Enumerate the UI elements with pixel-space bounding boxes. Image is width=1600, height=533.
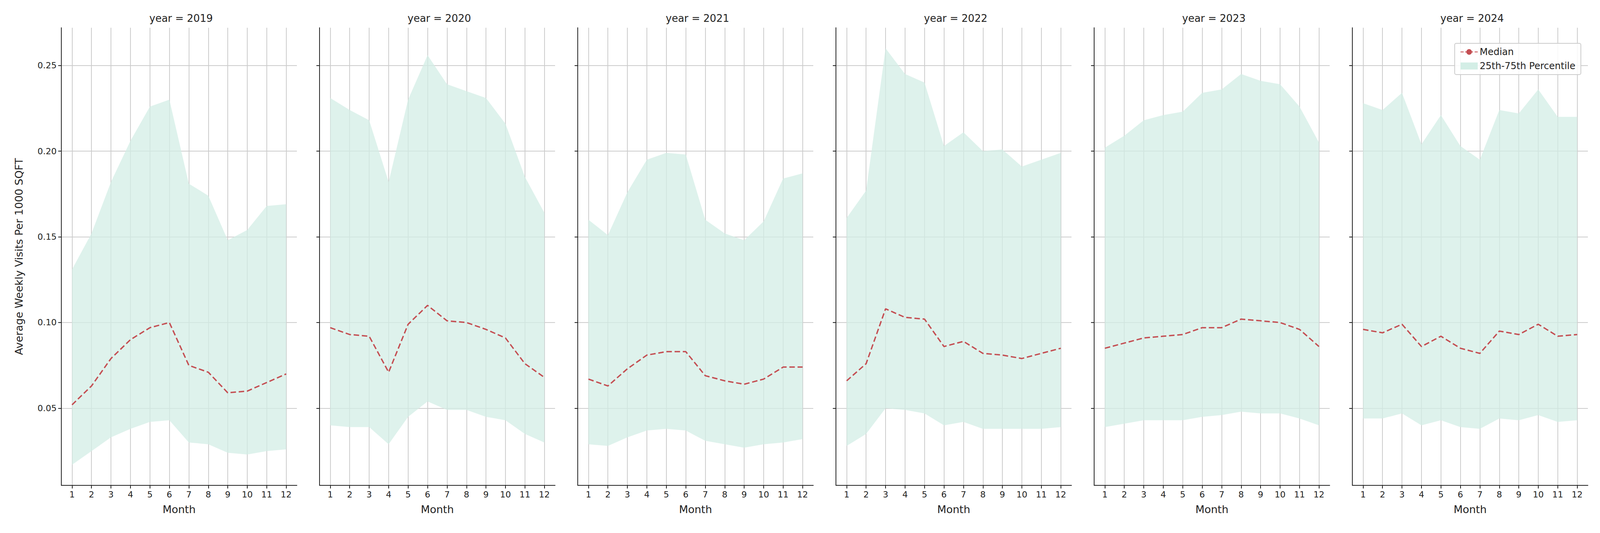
svg-text:8: 8 xyxy=(205,489,211,500)
svg-text:6: 6 xyxy=(941,489,947,500)
svg-text:2: 2 xyxy=(605,489,611,500)
svg-text:Median: Median xyxy=(1479,46,1514,58)
svg-text:3: 3 xyxy=(882,489,889,500)
svg-text:12: 12 xyxy=(1313,489,1325,500)
svg-text:7: 7 xyxy=(1218,489,1225,500)
svg-text:25th-75th Percentile: 25th-75th Percentile xyxy=(1479,60,1576,72)
svg-text:Month: Month xyxy=(1453,503,1487,516)
svg-text:6: 6 xyxy=(1457,489,1464,500)
svg-text:2: 2 xyxy=(1121,489,1127,500)
svg-text:10: 10 xyxy=(758,489,770,500)
svg-text:9: 9 xyxy=(1516,489,1522,500)
svg-text:0.10: 0.10 xyxy=(37,317,57,328)
svg-text:year = 2021: year = 2021 xyxy=(665,12,730,25)
svg-text:8: 8 xyxy=(721,489,728,500)
svg-text:3: 3 xyxy=(108,489,114,500)
svg-text:7: 7 xyxy=(444,489,450,500)
svg-text:7: 7 xyxy=(702,489,708,500)
svg-text:9: 9 xyxy=(483,489,489,500)
svg-text:7: 7 xyxy=(960,489,967,500)
svg-text:11: 11 xyxy=(777,489,789,500)
svg-text:9: 9 xyxy=(999,489,1006,500)
svg-text:5: 5 xyxy=(663,489,670,500)
svg-text:0.25: 0.25 xyxy=(37,60,57,71)
svg-text:11: 11 xyxy=(519,489,531,500)
svg-text:4: 4 xyxy=(1418,489,1425,500)
svg-text:4: 4 xyxy=(385,489,392,500)
svg-text:10: 10 xyxy=(1532,489,1544,500)
svg-text:2: 2 xyxy=(346,489,353,500)
svg-text:Month: Month xyxy=(1195,503,1229,516)
svg-text:10: 10 xyxy=(1016,489,1028,500)
svg-text:5: 5 xyxy=(1180,489,1186,500)
svg-text:9: 9 xyxy=(225,489,231,500)
svg-text:5: 5 xyxy=(405,489,411,500)
svg-text:4: 4 xyxy=(902,489,908,500)
svg-text:8: 8 xyxy=(980,489,986,500)
svg-text:Average Weekly Visits Per 1000: Average Weekly Visits Per 1000 SQFT xyxy=(12,157,25,356)
svg-text:8: 8 xyxy=(463,489,470,500)
svg-text:4: 4 xyxy=(127,489,134,500)
svg-text:11: 11 xyxy=(261,489,273,500)
svg-text:year = 2020: year = 2020 xyxy=(407,12,472,25)
svg-text:6: 6 xyxy=(1199,489,1206,500)
svg-text:3: 3 xyxy=(624,489,631,500)
svg-text:7: 7 xyxy=(1476,489,1483,500)
svg-text:Month: Month xyxy=(162,503,196,516)
svg-text:5: 5 xyxy=(921,489,928,500)
svg-text:3: 3 xyxy=(1399,489,1405,500)
svg-text:year = 2023: year = 2023 xyxy=(1182,12,1246,25)
svg-text:2: 2 xyxy=(88,489,95,500)
svg-text:Month: Month xyxy=(937,503,971,516)
svg-text:1: 1 xyxy=(1360,489,1366,500)
svg-text:0.05: 0.05 xyxy=(37,403,57,414)
svg-text:11: 11 xyxy=(1035,489,1047,500)
svg-text:4: 4 xyxy=(1160,489,1167,500)
svg-text:2: 2 xyxy=(1379,489,1386,500)
svg-text:1: 1 xyxy=(69,489,75,500)
svg-text:1: 1 xyxy=(585,489,592,500)
svg-text:6: 6 xyxy=(683,489,689,500)
svg-text:12: 12 xyxy=(1571,489,1583,500)
svg-text:0.20: 0.20 xyxy=(37,146,57,157)
svg-text:12: 12 xyxy=(539,489,550,500)
svg-text:4: 4 xyxy=(644,489,650,500)
svg-text:12: 12 xyxy=(797,489,809,500)
svg-text:Month: Month xyxy=(678,503,713,516)
svg-text:11: 11 xyxy=(1294,489,1306,500)
svg-text:8: 8 xyxy=(1496,489,1502,500)
svg-text:12: 12 xyxy=(1055,489,1067,500)
svg-text:5: 5 xyxy=(1438,489,1444,500)
svg-text:0.15: 0.15 xyxy=(37,232,57,242)
svg-text:7: 7 xyxy=(185,489,192,500)
svg-text:5: 5 xyxy=(147,489,153,500)
svg-text:6: 6 xyxy=(166,489,173,500)
svg-text:8: 8 xyxy=(1238,489,1244,500)
svg-text:6: 6 xyxy=(425,489,431,500)
svg-text:1: 1 xyxy=(327,489,333,500)
svg-text:10: 10 xyxy=(1274,489,1286,500)
svg-text:11: 11 xyxy=(1552,489,1564,500)
svg-text:10: 10 xyxy=(241,489,253,500)
svg-text:9: 9 xyxy=(1257,489,1264,500)
svg-text:1: 1 xyxy=(843,489,850,500)
svg-text:3: 3 xyxy=(1141,489,1147,500)
svg-text:12: 12 xyxy=(280,489,292,500)
svg-text:year = 2022: year = 2022 xyxy=(923,12,988,25)
svg-text:2: 2 xyxy=(863,489,869,500)
svg-text:year = 2019: year = 2019 xyxy=(149,12,213,25)
svg-text:10: 10 xyxy=(500,489,511,500)
svg-text:3: 3 xyxy=(366,489,372,500)
svg-text:year = 2024: year = 2024 xyxy=(1440,12,1504,25)
svg-text:Month: Month xyxy=(420,503,454,516)
svg-text:9: 9 xyxy=(741,489,747,500)
svg-text:1: 1 xyxy=(1101,489,1108,500)
